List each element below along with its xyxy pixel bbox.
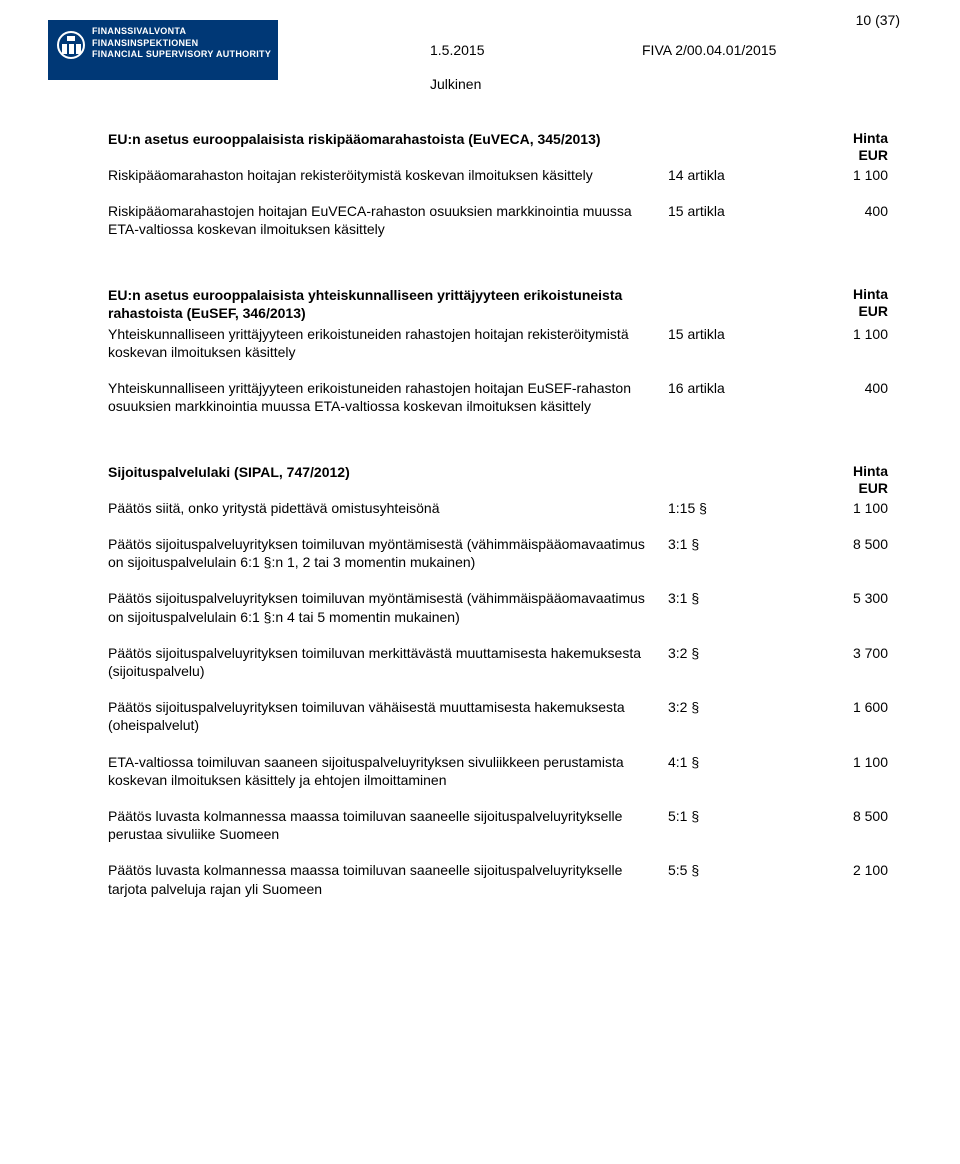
row-description: Päätös sijoituspalveluyrityksen toimiluv…	[108, 589, 668, 625]
page-header: FINANSSIVALVONTA FINANSINSPEKTIONEN FINA…	[0, 0, 960, 100]
section-header-row: EU:n asetus eurooppalaisista riskipääoma…	[108, 130, 900, 164]
price-label-eur: EUR	[858, 147, 888, 163]
section-sipal: Sijoituspalvelulaki (SIPAL, 747/2012) Hi…	[108, 463, 900, 897]
logo-icon	[56, 30, 86, 60]
table-row: Päätös luvasta kolmannessa maassa toimil…	[108, 861, 900, 897]
column-price-header: Hinta EUR	[788, 130, 888, 164]
table-row: Riskipääomarahastojen hoitajan EuVECA-ra…	[108, 202, 900, 238]
section-header-row: EU:n asetus eurooppalaisista yhteiskunna…	[108, 286, 900, 322]
row-description: Riskipääomarahaston hoitajan rekisteröit…	[108, 166, 668, 184]
row-price: 1 100	[788, 325, 888, 361]
page-content: EU:n asetus eurooppalaisista riskipääoma…	[108, 130, 900, 946]
brand-logo: FINANSSIVALVONTA FINANSINSPEKTIONEN FINA…	[48, 20, 278, 80]
row-description: ETA-valtiossa toimiluvan saaneen sijoitu…	[108, 753, 668, 789]
row-reference: 15 artikla	[668, 202, 788, 238]
row-reference: 3:1 §	[668, 589, 788, 625]
row-description: Päätös luvasta kolmannessa maassa toimil…	[108, 807, 668, 843]
row-description: Päätös sijoituspalveluyrityksen toimiluv…	[108, 698, 668, 734]
section-title: EU:n asetus eurooppalaisista riskipääoma…	[108, 130, 668, 164]
logo-text: FINANSSIVALVONTA FINANSINSPEKTIONEN FINA…	[92, 26, 271, 61]
row-description: Yhteiskunnalliseen yrittäjyyteen erikois…	[108, 325, 668, 361]
row-description: Päätös siitä, onko yritystä pidettävä om…	[108, 499, 668, 517]
logo-line1: FINANSSIVALVONTA	[92, 26, 271, 38]
table-row: Päätös siitä, onko yritystä pidettävä om…	[108, 499, 900, 517]
row-price: 5 300	[788, 589, 888, 625]
section-eusef: EU:n asetus eurooppalaisista yhteiskunna…	[108, 286, 900, 415]
row-description: Päätös sijoituspalveluyrityksen toimiluv…	[108, 644, 668, 680]
row-description: Päätös sijoituspalveluyrityksen toimiluv…	[108, 535, 668, 571]
row-price: 1 600	[788, 698, 888, 734]
column-price-header: Hinta EUR	[788, 463, 888, 497]
table-row: Yhteiskunnalliseen yrittäjyyteen erikois…	[108, 325, 900, 361]
price-label-hinta: Hinta	[853, 463, 888, 479]
row-reference: 5:1 §	[668, 807, 788, 843]
row-price: 400	[788, 379, 888, 415]
row-price: 8 500	[788, 807, 888, 843]
row-reference: 4:1 §	[668, 753, 788, 789]
row-price: 8 500	[788, 535, 888, 571]
column-ref-header	[668, 463, 788, 497]
row-description: Päätös luvasta kolmannessa maassa toimil…	[108, 861, 668, 897]
row-reference: 14 artikla	[668, 166, 788, 184]
table-row: Riskipääomarahaston hoitajan rekisteröit…	[108, 166, 900, 184]
section-title: EU:n asetus eurooppalaisista yhteiskunna…	[108, 286, 668, 322]
page-number: 10 (37)	[856, 12, 900, 28]
table-row: Yhteiskunnalliseen yrittäjyyteen erikois…	[108, 379, 900, 415]
row-reference: 5:5 §	[668, 861, 788, 897]
row-reference: 15 artikla	[668, 325, 788, 361]
table-row: Päätös sijoituspalveluyrityksen toimiluv…	[108, 535, 900, 571]
table-row: Päätös sijoituspalveluyrityksen toimiluv…	[108, 589, 900, 625]
section-title: Sijoituspalvelulaki (SIPAL, 747/2012)	[108, 463, 668, 497]
table-row: Päätös sijoituspalveluyrityksen toimiluv…	[108, 644, 900, 680]
price-label-eur: EUR	[858, 480, 888, 496]
document-id: FIVA 2/00.04.01/2015	[642, 42, 776, 58]
section-header-row: Sijoituspalvelulaki (SIPAL, 747/2012) Hi…	[108, 463, 900, 497]
row-price: 1 100	[788, 499, 888, 517]
row-description: Riskipääomarahastojen hoitajan EuVECA-ra…	[108, 202, 668, 238]
row-reference: 3:2 §	[668, 698, 788, 734]
section-euveca: EU:n asetus eurooppalaisista riskipääoma…	[108, 130, 900, 238]
column-ref-header	[668, 130, 788, 164]
row-description: Yhteiskunnalliseen yrittäjyyteen erikois…	[108, 379, 668, 415]
row-reference: 1:15 §	[668, 499, 788, 517]
logo-line2: FINANSINSPEKTIONEN	[92, 38, 271, 50]
row-reference: 3:1 §	[668, 535, 788, 571]
row-price: 2 100	[788, 861, 888, 897]
row-reference: 16 artikla	[668, 379, 788, 415]
column-price-header: Hinta EUR	[788, 286, 888, 322]
price-label-hinta: Hinta	[853, 286, 888, 302]
row-price: 400	[788, 202, 888, 238]
row-price: 3 700	[788, 644, 888, 680]
table-row: Päätös sijoituspalveluyrityksen toimiluv…	[108, 698, 900, 734]
row-price: 1 100	[788, 753, 888, 789]
table-row: ETA-valtiossa toimiluvan saaneen sijoitu…	[108, 753, 900, 789]
logo-line3: FINANCIAL SUPERVISORY AUTHORITY	[92, 49, 271, 61]
price-label-eur: EUR	[858, 303, 888, 319]
row-reference: 3:2 §	[668, 644, 788, 680]
row-price: 1 100	[788, 166, 888, 184]
document-date: 1.5.2015	[430, 42, 485, 58]
document-visibility: Julkinen	[430, 76, 481, 92]
price-label-hinta: Hinta	[853, 130, 888, 146]
column-ref-header	[668, 286, 788, 322]
table-row: Päätös luvasta kolmannessa maassa toimil…	[108, 807, 900, 843]
